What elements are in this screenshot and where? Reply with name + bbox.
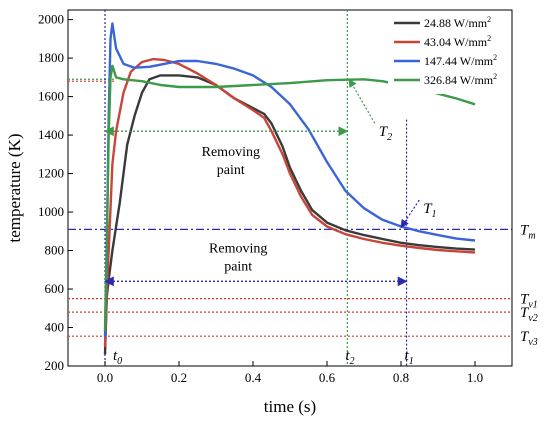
series-line-2 <box>103 57 476 347</box>
reference-label: Tv3 <box>520 329 538 348</box>
legend-label: 147.44 W/mm2 <box>424 53 497 68</box>
y-tick-label: 200 <box>45 358 65 373</box>
y-tick-label: 1400 <box>38 127 64 142</box>
series-line-1 <box>103 74 476 355</box>
annotation-arrow <box>348 78 376 124</box>
x-tick-label: 0.8 <box>393 370 409 385</box>
y-axis-title: temperature (K) <box>5 133 24 242</box>
y-tick-label: 1200 <box>38 166 64 181</box>
axis-ticks: 0.0 0.2 0.4 0.6 0.8 1.0 200 400 600 800 1000 1200 14… <box>38 12 483 385</box>
range-label: Removing <box>209 241 267 256</box>
legend-label: 24.88 W/mm2 <box>424 15 491 30</box>
reference-label: Tv1 <box>520 292 538 311</box>
legend-label: 326.84 W/mm2 <box>424 72 497 87</box>
reference-label: t0 <box>113 348 122 367</box>
y-tick-label: 1600 <box>38 89 64 104</box>
x-tick-label: 0.6 <box>319 370 336 385</box>
x-tick-label: 0.2 <box>171 370 187 385</box>
x-tick-label: 0.4 <box>245 370 262 385</box>
annotation-label: T1 <box>423 201 436 220</box>
x-tick-label: 0.0 <box>97 370 113 385</box>
reference-label: Tm <box>520 222 536 241</box>
y-tick-label: 2000 <box>38 12 64 27</box>
y-tick-label: 1000 <box>38 204 64 219</box>
x-tick-label: 1.0 <box>467 370 483 385</box>
annotations: T2 T1 <box>348 78 437 229</box>
series-line-3 <box>103 22 476 338</box>
reference-label: Tv2 <box>520 305 538 324</box>
reference-label: t1 <box>405 348 414 367</box>
range-label: paint <box>217 163 245 178</box>
annotation-arrow <box>400 199 420 229</box>
range-label: Removing <box>202 145 260 160</box>
y-tick-label: 400 <box>45 320 65 335</box>
legend-label: 43.04 W/mm2 <box>424 34 491 49</box>
reference-label: t2 <box>345 348 354 367</box>
annotation-label: T2 <box>379 124 392 143</box>
y-tick-label: 800 <box>45 243 65 258</box>
x-axis-title: time (s) <box>264 397 316 416</box>
y-tick-label: 600 <box>45 281 65 296</box>
plot-area <box>67 9 513 367</box>
plot-border <box>67 9 513 367</box>
range-label: paint <box>224 259 252 274</box>
y-tick-label: 1800 <box>38 50 64 65</box>
series-lines <box>103 22 476 355</box>
range-arrows: Removing paint Removing paint <box>104 126 408 287</box>
legend: 24.88 W/mm2 43.04 W/mm2 147.44 W/mm2 326.84… <box>388 12 510 94</box>
